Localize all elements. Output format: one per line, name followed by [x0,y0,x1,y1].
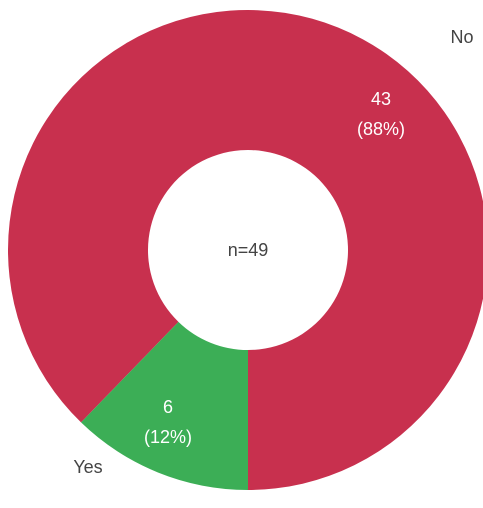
center-label: n=49 [228,240,269,260]
donut-segment [8,10,483,490]
percent-label: (12%) [144,427,192,447]
value-label: 43 [371,89,391,109]
category-label: Yes [73,457,102,477]
value-label: 6 [163,397,173,417]
category-label: No [450,27,473,47]
percent-label: (88%) [357,119,405,139]
donut-segment [81,321,248,490]
